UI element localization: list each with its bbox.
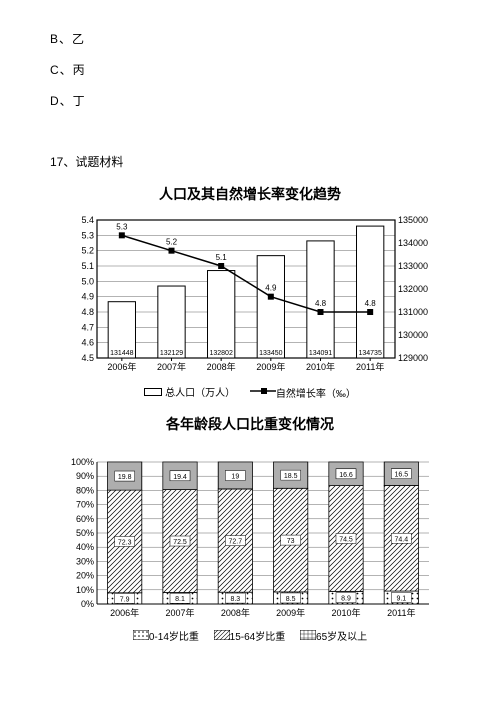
svg-text:133450: 133450 [259, 350, 282, 357]
svg-text:5.3: 5.3 [116, 222, 128, 231]
svg-text:4.6: 4.6 [81, 338, 94, 348]
svg-text:134000: 134000 [398, 238, 428, 248]
svg-text:7.9: 7.9 [120, 596, 130, 603]
option-d: D、丁 [50, 92, 450, 109]
option-b: B、乙 [50, 30, 450, 47]
legend2-label: 自然增长率（‰） [276, 385, 356, 400]
legend-box-icon [144, 388, 162, 396]
svg-text:5.0: 5.0 [81, 276, 94, 286]
svg-text:60%: 60% [76, 513, 94, 523]
svg-text:40%: 40% [76, 542, 94, 552]
svg-text:16.5: 16.5 [395, 471, 409, 478]
svg-text:19.8: 19.8 [118, 474, 132, 481]
svg-text:4.5: 4.5 [81, 353, 94, 363]
svg-text:2010年: 2010年 [306, 361, 335, 372]
svg-text:8.9: 8.9 [341, 595, 351, 602]
svg-text:134735: 134735 [358, 350, 381, 357]
svg-text:5.4: 5.4 [81, 215, 94, 225]
svg-text:5.3: 5.3 [81, 230, 94, 240]
svg-text:80%: 80% [76, 485, 94, 495]
svg-text:19: 19 [231, 473, 239, 480]
svg-text:8.1: 8.1 [175, 596, 185, 603]
svg-text:2010年: 2010年 [331, 607, 360, 618]
svg-text:4.7: 4.7 [81, 322, 94, 332]
svg-text:72.5: 72.5 [173, 539, 187, 546]
svg-text:72.3: 72.3 [118, 539, 132, 546]
svg-text:74.5: 74.5 [339, 536, 353, 543]
svg-text:9.1: 9.1 [396, 595, 406, 602]
legend-s1: 0-14岁比重 [149, 628, 199, 643]
svg-text:2008年: 2008年 [207, 361, 236, 372]
svg-text:2006年: 2006年 [110, 607, 139, 618]
svg-text:8.3: 8.3 [230, 596, 240, 603]
svg-text:131448: 131448 [110, 350, 133, 357]
svg-text:130000: 130000 [398, 330, 428, 340]
legend-s2: 15-64岁比重 [230, 628, 286, 643]
svg-text:16.6: 16.6 [339, 471, 353, 478]
svg-text:20%: 20% [76, 570, 94, 580]
legend-pattern-dots-icon [133, 630, 149, 640]
svg-text:135000: 135000 [398, 215, 428, 225]
svg-text:18.5: 18.5 [284, 473, 298, 480]
chart1-title: 人口及其自然增长率变化趋势 [65, 184, 435, 204]
svg-text:4.8: 4.8 [81, 307, 94, 317]
chart1: 4.5 4.6 4.7 4.8 4.9 5.0 5.1 5.2 5.3 5.4 129000 1300… [65, 212, 435, 382]
svg-text:4.9: 4.9 [81, 292, 94, 302]
svg-text:2011年: 2011年 [356, 361, 384, 372]
svg-text:132802: 132802 [209, 350, 232, 357]
svg-text:73: 73 [287, 538, 295, 545]
svg-text:133000: 133000 [398, 261, 428, 271]
svg-text:4.9: 4.9 [265, 284, 277, 293]
svg-text:131000: 131000 [398, 307, 428, 317]
svg-text:70%: 70% [76, 499, 94, 509]
svg-text:132129: 132129 [160, 350, 183, 357]
legend-line-icon [250, 386, 276, 399]
chart1-legend: 总人口（万人） 自然增长率（‰） [65, 384, 435, 400]
svg-text:2009年: 2009年 [256, 361, 285, 372]
svg-text:2007年: 2007年 [165, 607, 194, 618]
question-line: 17、试题材料 [50, 153, 450, 170]
svg-text:10%: 10% [76, 584, 94, 594]
svg-text:4.8: 4.8 [315, 299, 327, 308]
chart2-title: 各年龄段人口比重变化情况 [65, 414, 435, 434]
svg-text:132000: 132000 [398, 284, 428, 294]
svg-text:90%: 90% [76, 471, 94, 481]
svg-text:100%: 100% [71, 457, 94, 467]
svg-text:74.4: 74.4 [395, 536, 409, 543]
svg-text:2006年: 2006年 [107, 361, 136, 372]
svg-text:134091: 134091 [309, 350, 332, 357]
svg-text:30%: 30% [76, 556, 94, 566]
legend-pattern-diag-icon [214, 630, 230, 640]
svg-text:72.7: 72.7 [229, 538, 243, 545]
svg-text:5.1: 5.1 [216, 253, 228, 262]
svg-text:5.2: 5.2 [166, 238, 178, 247]
legend-pattern-grid-icon [300, 630, 316, 640]
svg-text:0%: 0% [81, 599, 94, 609]
svg-text:5.2: 5.2 [81, 246, 94, 256]
legend-s3: 65岁及以上 [316, 628, 367, 643]
svg-text:2009年: 2009年 [276, 607, 305, 618]
chart2-legend: 0-14岁比重 15-64岁比重 65岁及以上 [65, 628, 435, 644]
svg-text:19.4: 19.4 [173, 473, 187, 480]
svg-text:8.5: 8.5 [286, 595, 296, 602]
svg-text:2008年: 2008年 [221, 607, 250, 618]
svg-text:129000: 129000 [398, 353, 428, 363]
svg-text:4.8: 4.8 [365, 299, 377, 308]
chart2: 0% 10% 20% 30% 40% 50% 60% 70% 80% 90% 100% 7.9 72.3… [65, 456, 435, 626]
svg-text:2011年: 2011年 [387, 607, 415, 618]
option-c: C、丙 [50, 61, 450, 78]
svg-text:50%: 50% [76, 528, 94, 538]
svg-text:5.1: 5.1 [81, 261, 94, 271]
legend1-label: 总人口（万人） [165, 384, 235, 399]
svg-text:2007年: 2007年 [157, 361, 186, 372]
